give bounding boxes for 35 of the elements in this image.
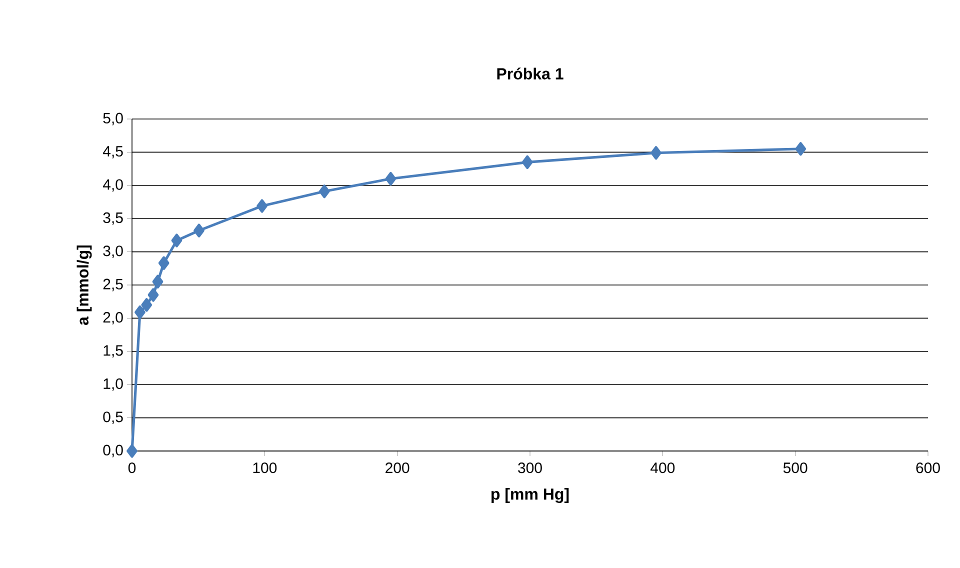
- point: [318, 184, 330, 198]
- point: [148, 288, 159, 302]
- point: [194, 224, 204, 238]
- point: [158, 256, 170, 270]
- point: [385, 172, 396, 186]
- y-tick-label: 0,0: [103, 444, 123, 458]
- x-tick-label: 0: [128, 462, 136, 474]
- x-tick-label: 100: [253, 462, 277, 474]
- point: [126, 444, 138, 458]
- x-tick-label: 400: [650, 462, 675, 474]
- y-tick-label: 1,5: [104, 345, 123, 358]
- y-tick-label: 2,5: [103, 278, 123, 292]
- point: [141, 298, 152, 312]
- y-tick-label: 4,5: [102, 146, 123, 158]
- point: [650, 146, 662, 160]
- y-axis-title: a [mmol/g]: [76, 245, 92, 325]
- x-tick-label: 300: [518, 462, 542, 474]
- point: [171, 234, 182, 248]
- x-axis-title: p [mm Hg]: [492, 488, 569, 503]
- point: [152, 274, 164, 288]
- x-tick-label: 600: [916, 462, 940, 474]
- point: [134, 305, 146, 320]
- y-tick-label: 3,5: [103, 212, 123, 225]
- y-tick-label: 1,0: [104, 378, 123, 391]
- y-tick-label: 2,0: [103, 312, 123, 324]
- point: [795, 142, 806, 156]
- x-tick-label: 200: [386, 462, 410, 474]
- y-tick-label: 3,0: [103, 246, 123, 258]
- x-tick-label: 500: [783, 462, 808, 474]
- y-tick-label: 4,0: [102, 179, 123, 192]
- y-tick-label: 0,5: [103, 412, 123, 424]
- point: [522, 155, 533, 169]
- y-tick-label: 5,0: [103, 112, 123, 126]
- point: [256, 199, 268, 213]
- chart-title: Próbka 1: [497, 68, 564, 80]
